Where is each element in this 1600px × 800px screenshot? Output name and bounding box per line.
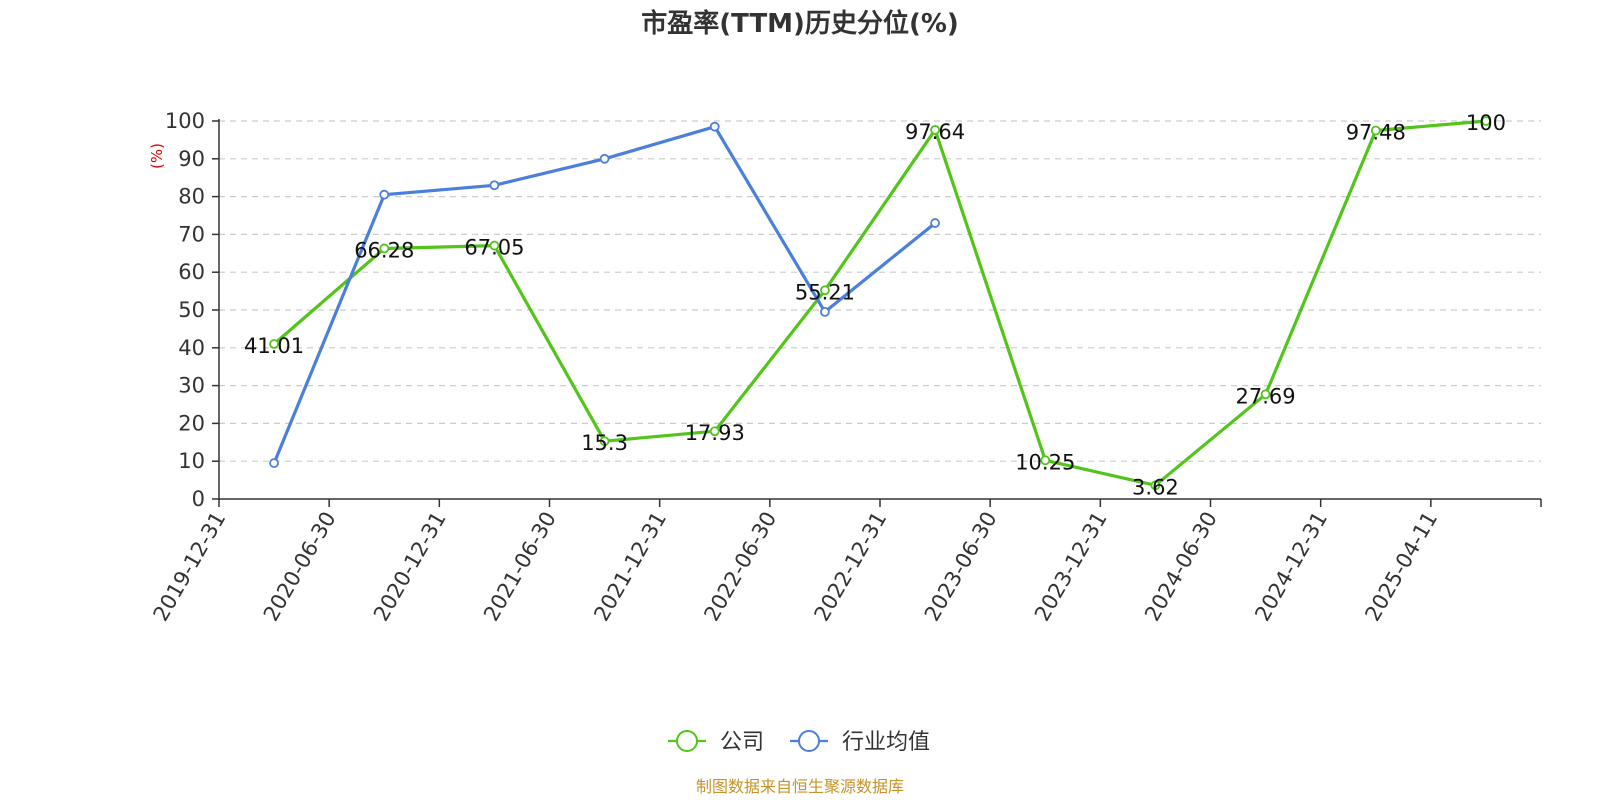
y-tick-label: 30 bbox=[178, 374, 205, 398]
data-point bbox=[379, 243, 390, 254]
series-group bbox=[269, 116, 1491, 491]
y-tick-label: 90 bbox=[178, 147, 205, 171]
data-point bbox=[709, 426, 720, 437]
data-point bbox=[1150, 480, 1161, 491]
legend-label: 行业均值 bbox=[842, 730, 930, 755]
data-point bbox=[1260, 389, 1271, 400]
data-point bbox=[599, 153, 610, 164]
x-tick-label: 2023-12-31 bbox=[1030, 508, 1112, 626]
data-point bbox=[269, 458, 279, 468]
y-axis-label: (%) bbox=[148, 143, 166, 169]
y-tick-label: 40 bbox=[178, 336, 205, 360]
data-label: 15.3 bbox=[581, 431, 628, 455]
x-tick-label: 2024-06-30 bbox=[1140, 508, 1222, 626]
legend-marker-icon bbox=[676, 730, 698, 752]
x-tick-label: 2019-12-31 bbox=[149, 508, 231, 626]
data-point bbox=[379, 189, 390, 200]
data-point bbox=[930, 218, 940, 228]
x-tick-label: 2022-12-31 bbox=[810, 508, 892, 626]
source-text: 制图数据来自恒生聚源数据库 bbox=[696, 777, 904, 796]
data-point bbox=[709, 121, 720, 132]
data-label: 66.28 bbox=[354, 238, 414, 262]
legend[interactable]: 公司 行业均值 bbox=[668, 730, 930, 755]
legend-label: 公司 bbox=[720, 730, 764, 755]
data-label: 97.64 bbox=[905, 120, 965, 144]
y-tick-label: 50 bbox=[178, 298, 205, 322]
axes: 0 10 20 30 40 50 60 70 80 90 100 2019-12-31 2020-06-… bbox=[149, 109, 1542, 626]
data-point bbox=[269, 339, 279, 349]
data-point bbox=[1370, 125, 1381, 136]
y-tick-label: 10 bbox=[178, 449, 205, 473]
x-tick-label: 2021-12-31 bbox=[589, 508, 671, 626]
grid-lines bbox=[219, 120, 1541, 462]
data-point bbox=[489, 240, 500, 251]
data-label: 55.21 bbox=[795, 280, 855, 304]
y-tick-label: 80 bbox=[178, 185, 205, 209]
x-tick-label: 2025-04-11 bbox=[1360, 508, 1442, 626]
data-point bbox=[599, 436, 610, 447]
legend-marker-icon bbox=[798, 730, 820, 752]
x-tick-label: 2022-06-30 bbox=[699, 508, 781, 626]
data-point bbox=[1040, 455, 1051, 466]
data-label: 3.62 bbox=[1132, 475, 1179, 499]
series-line-0 bbox=[273, 119, 1487, 487]
data-label: 41.01 bbox=[244, 334, 304, 358]
x-tick-label: 2020-06-30 bbox=[259, 508, 341, 626]
data-label: 17.93 bbox=[685, 421, 745, 445]
y-tick-label: 70 bbox=[178, 222, 205, 246]
y-tick-label: 20 bbox=[178, 411, 205, 435]
x-tick-label: 2020-12-31 bbox=[369, 507, 451, 625]
legend-item-1[interactable]: 行业均值 bbox=[790, 730, 930, 755]
y-tick-label: 0 bbox=[192, 487, 205, 511]
data-point bbox=[1481, 116, 1491, 126]
x-tick-label: 2023-06-30 bbox=[920, 508, 1002, 626]
data-label: 27.69 bbox=[1236, 384, 1296, 408]
x-tick-label: 2024-12-31 bbox=[1250, 508, 1332, 626]
data-label: 100 bbox=[1466, 111, 1506, 135]
data-label: 10.25 bbox=[1015, 450, 1075, 474]
y-tick-label: 100 bbox=[165, 109, 205, 133]
data-point bbox=[820, 285, 830, 296]
data-point bbox=[489, 180, 500, 191]
data-labels: 41.01 66.28 67.05 15.3 17.93 55.21 97.64 10.25 3… bbox=[244, 111, 1506, 499]
chart-title: 市盈率(TTM)历史分位(%) bbox=[641, 8, 959, 39]
data-label: 67.05 bbox=[464, 236, 524, 260]
data-point bbox=[930, 125, 940, 135]
x-tick-label: 2021-06-30 bbox=[479, 508, 561, 626]
data-label: 97.48 bbox=[1346, 121, 1406, 145]
legend-item-0[interactable]: 公司 bbox=[668, 730, 764, 755]
data-point bbox=[820, 306, 830, 317]
y-tick-label: 60 bbox=[178, 260, 205, 284]
